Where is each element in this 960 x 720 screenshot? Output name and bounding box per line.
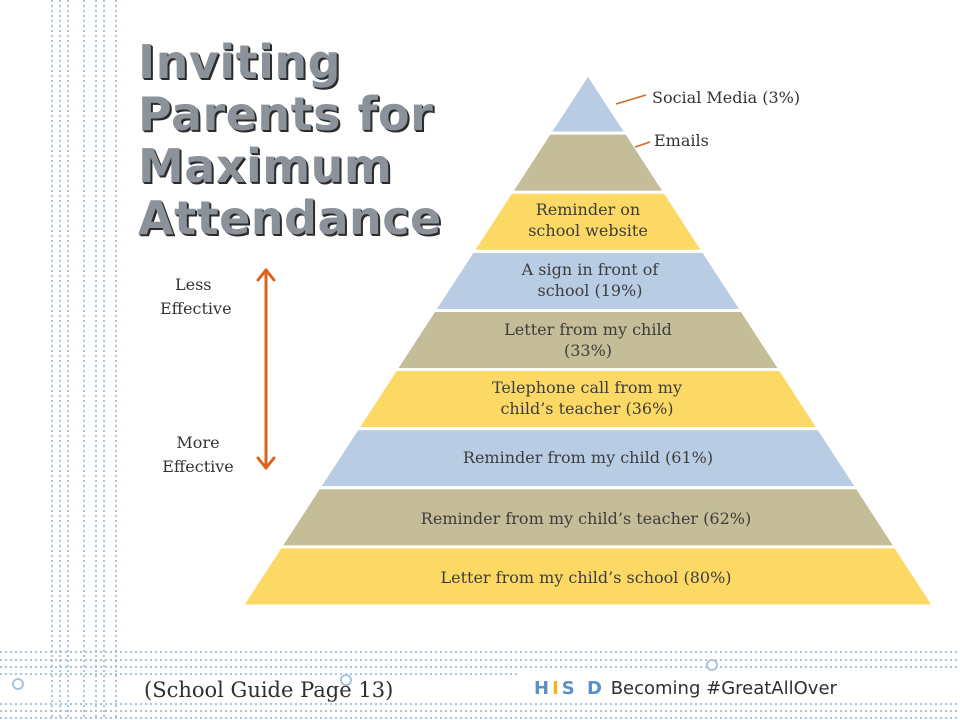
logo-letters-sd: S D bbox=[561, 678, 605, 699]
pyramid-level-9-line-1: Letter from my child’s school (80%) bbox=[440, 568, 732, 587]
pyramid-level-5-line-1: Letter from my child bbox=[504, 320, 672, 339]
pyramid-level-3-line-1: Reminder on bbox=[535, 200, 641, 219]
logo-letter-h: H bbox=[534, 678, 553, 699]
pyramid-level-6-line-1: Telephone call from my bbox=[491, 378, 683, 397]
pyramid-level-8-text: Reminder from my child’s teacher (62%) bbox=[421, 508, 751, 529]
pyramid-level-9-text: Letter from my child’s school (80%) bbox=[440, 567, 731, 588]
social-media-leader-line bbox=[615, 94, 647, 105]
less-effective-label: Less Effective bbox=[143, 273, 253, 321]
pyramid-level-3-text: Reminder on school website bbox=[528, 199, 648, 241]
title-line-2: Parents for bbox=[138, 87, 434, 141]
horizontal-dotted-stripes bbox=[0, 651, 960, 719]
pyramid-level-6-text: Telephone call from my child’s teacher (… bbox=[492, 377, 682, 419]
pyramid-level-5-line-2: (33%) bbox=[563, 341, 613, 360]
title-line-1: Inviting bbox=[138, 35, 342, 89]
hisd-logo: HIS D bbox=[534, 678, 605, 699]
more-effective-label: More Effective bbox=[143, 431, 253, 479]
title-line-3: Maximum bbox=[138, 139, 393, 193]
less-effective-line-1: Less bbox=[175, 275, 212, 294]
decorative-circles bbox=[12, 659, 718, 690]
pyramid-level-1 bbox=[546, 71, 630, 135]
pyramid-level-5-text: Letter from my child (33%) bbox=[504, 319, 672, 361]
footer-branding: HIS D Becoming #GreatAllOver bbox=[534, 678, 837, 699]
pyramid-level-4-text: A sign in front of school (19%) bbox=[522, 259, 659, 301]
title-line-4: Attendance bbox=[138, 191, 442, 245]
emails-callout: Emails bbox=[654, 131, 709, 150]
vertical-dotted-stripes bbox=[51, 0, 117, 720]
more-effective-line-1: More bbox=[176, 433, 220, 452]
double-headed-arrow-icon bbox=[256, 268, 276, 470]
pyramid-level-4-line-2: school (19%) bbox=[537, 281, 643, 300]
social-media-callout: Social Media (3%) bbox=[652, 88, 801, 107]
pyramid-level-4-line-1: A sign in front of bbox=[521, 260, 659, 279]
pyramid-level-8-line-1: Reminder from my child’s teacher (62%) bbox=[420, 509, 752, 528]
school-guide-reference: (School Guide Page 13) bbox=[144, 678, 394, 702]
pyramid-level-3-line-2: school website bbox=[528, 221, 648, 240]
footer-tagline: Becoming #GreatAllOver bbox=[610, 678, 837, 699]
pyramid-level-9 bbox=[239, 545, 937, 608]
pyramid-level-6-line-2: child’s teacher (36%) bbox=[500, 399, 674, 418]
logo-letter-i: I bbox=[552, 678, 562, 699]
pyramid-level-7-line-1: Reminder from my child (61%) bbox=[462, 448, 714, 467]
pyramid-level-7-text: Reminder from my child (61%) bbox=[463, 447, 713, 468]
pyramid-level-2 bbox=[508, 131, 668, 194]
more-effective-line-2: Effective bbox=[162, 457, 234, 476]
slide-title: Inviting Parents for Maximum Attendance bbox=[138, 36, 478, 244]
less-effective-line-2: Effective bbox=[160, 299, 232, 318]
emails-leader-line bbox=[634, 141, 651, 148]
